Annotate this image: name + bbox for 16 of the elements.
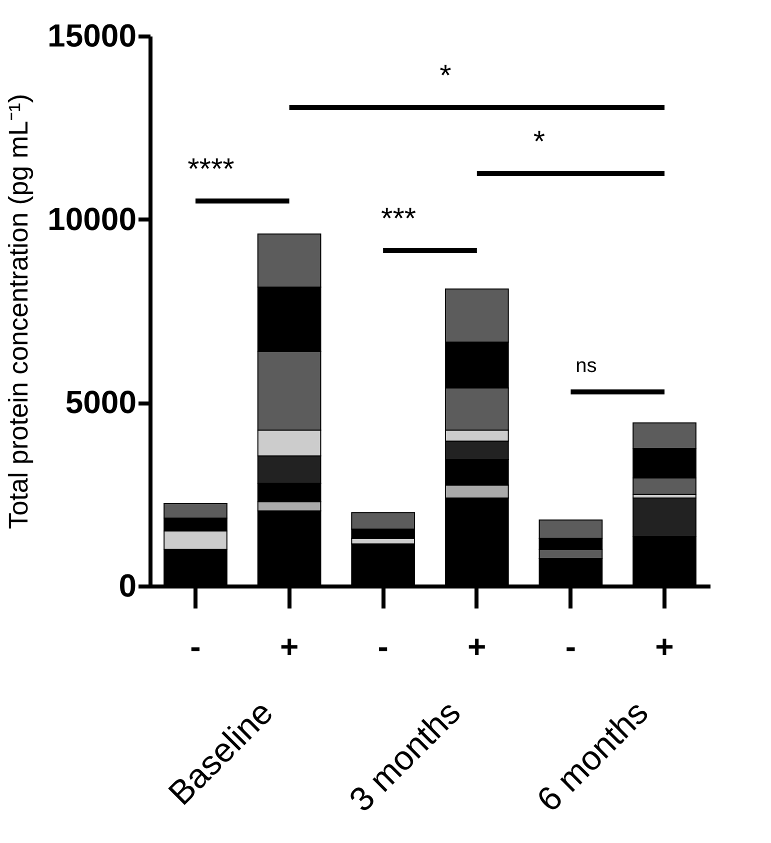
y-tick-label: 5000 (65, 384, 136, 420)
y-tick-label: 10000 (48, 200, 136, 237)
annotation: * (533, 126, 546, 158)
x-tick-label: - (378, 628, 388, 664)
y-tick-label: 0 (118, 568, 136, 604)
x-tick-label: + (655, 628, 674, 664)
x-tick-label: + (468, 628, 486, 664)
annotation: * (440, 60, 452, 92)
y-axis-title: Total protein concentration (pg mL⁻¹) (4, 94, 34, 530)
annotation: ns (576, 354, 597, 377)
x-tick-label: - (565, 628, 576, 664)
x-tick-label: - (190, 628, 201, 664)
y-tick-label: 15000 (48, 18, 136, 54)
annotation: **** (188, 153, 235, 186)
x-tick-label: + (280, 628, 299, 664)
annotation: *** (381, 202, 416, 236)
